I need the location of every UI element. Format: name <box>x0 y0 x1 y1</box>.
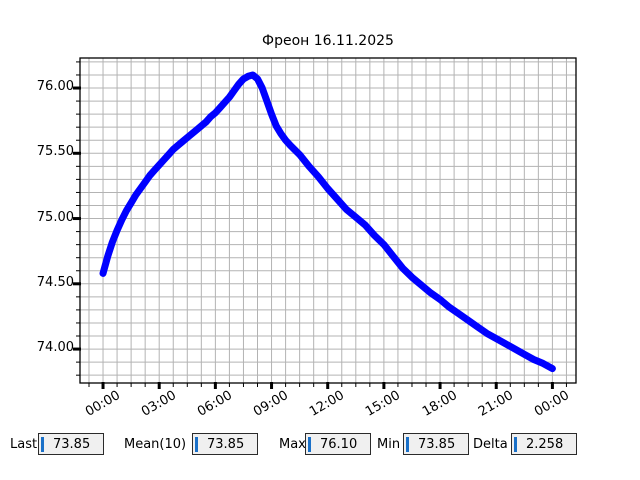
mean-label: Mean(10) <box>124 437 187 452</box>
max-value-field[interactable]: 76.10 <box>305 433 371 455</box>
y-tick-label: 76.00 <box>36 79 74 95</box>
min-value: 73.85 <box>418 436 456 452</box>
mean-value: 73.85 <box>207 436 245 452</box>
delta-value: 2.258 <box>526 436 564 452</box>
min-value-field[interactable]: 73.85 <box>403 433 469 455</box>
chart-plot <box>73 57 577 389</box>
last-value: 73.85 <box>53 436 91 452</box>
text-cursor <box>514 436 517 452</box>
text-cursor <box>41 436 44 452</box>
text-cursor <box>406 436 409 452</box>
chart-title: Фреон 16.11.2025 <box>262 33 394 49</box>
max-label: Max <box>279 437 306 452</box>
y-tick-label: 74.50 <box>36 274 74 290</box>
delta-value-field[interactable]: 2.258 <box>511 433 577 455</box>
last-value-field[interactable]: 73.85 <box>38 433 104 455</box>
text-cursor <box>195 436 198 452</box>
mean-value-field[interactable]: 73.85 <box>192 433 258 455</box>
min-label: Min <box>377 437 401 452</box>
text-cursor <box>308 436 311 452</box>
max-value: 76.10 <box>320 436 358 452</box>
y-tick-label: 75.00 <box>36 209 74 225</box>
last-label: Last <box>10 437 38 452</box>
y-tick-label: 74.00 <box>36 340 74 356</box>
delta-label: Delta <box>473 437 508 452</box>
y-tick-label: 75.50 <box>36 144 74 160</box>
